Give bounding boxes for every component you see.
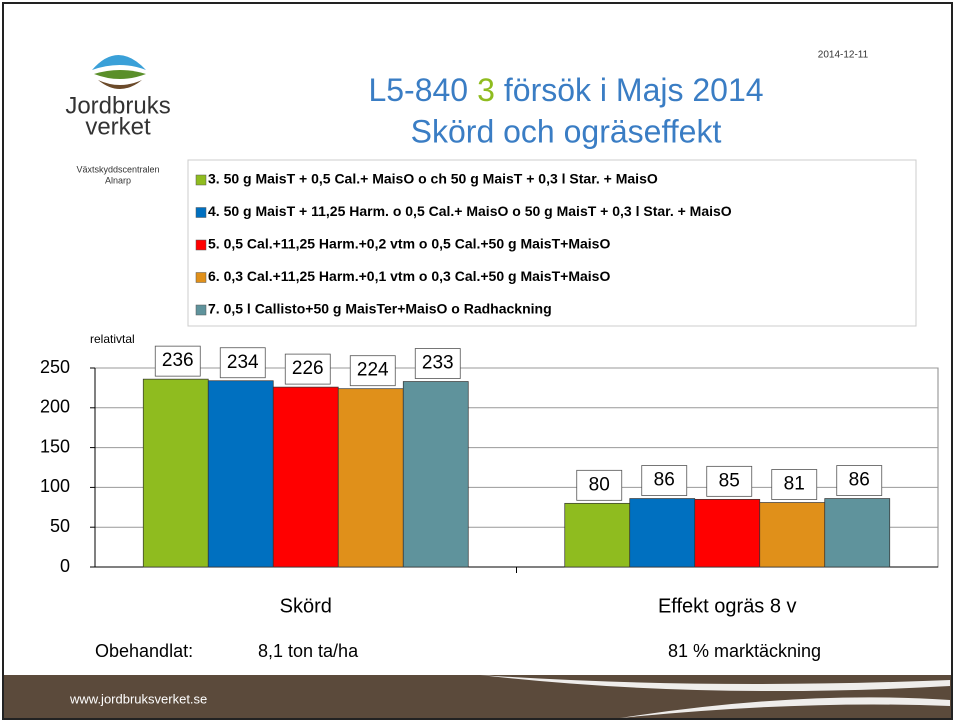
value-label: 236 bbox=[162, 350, 194, 371]
value-label: 224 bbox=[357, 360, 389, 381]
title-part: L5-840 bbox=[368, 72, 468, 108]
value-label: 233 bbox=[422, 353, 454, 374]
bar bbox=[760, 503, 825, 567]
legend-swatch bbox=[196, 208, 206, 218]
date: 2014-12-11 bbox=[818, 50, 869, 61]
y-tick-label: 200 bbox=[40, 397, 70, 417]
footer-url: www.jordbruksverket.se bbox=[69, 691, 207, 706]
value-label: 81 bbox=[784, 474, 805, 495]
x-tick-label: Effekt ogräs 8 v bbox=[658, 595, 797, 617]
logo-text: verket bbox=[85, 113, 151, 140]
x-tick-label: Skörd bbox=[280, 595, 332, 617]
legend-label: 4. 50 g MaisT + 11,25 Harm. o 0,5 Cal.+ … bbox=[208, 203, 732, 219]
y-tick-label: 0 bbox=[60, 556, 70, 576]
bar bbox=[143, 379, 208, 567]
value-label: 85 bbox=[719, 470, 740, 491]
value-label: 86 bbox=[849, 470, 870, 491]
note: 81 % marktäckning bbox=[668, 641, 821, 661]
legend-swatch bbox=[196, 273, 206, 283]
bar bbox=[273, 387, 338, 567]
org-text: Växtskyddscentralen bbox=[76, 164, 159, 174]
note-label: Obehandlat: bbox=[95, 641, 193, 661]
bar bbox=[565, 503, 630, 567]
y-tick-label: 250 bbox=[40, 357, 70, 377]
bar bbox=[403, 382, 468, 567]
title-part: försök i Majs 2014 bbox=[504, 72, 764, 108]
legend-swatch bbox=[196, 240, 206, 250]
legend-swatch bbox=[196, 175, 206, 185]
bar bbox=[695, 499, 760, 567]
bar bbox=[825, 499, 890, 567]
value-label: 86 bbox=[654, 470, 675, 491]
bar bbox=[208, 381, 273, 567]
y-tick-label: 150 bbox=[40, 436, 70, 456]
note: 8,1 ton ta/ha bbox=[258, 641, 359, 661]
y-axis-label: relativtal bbox=[90, 332, 135, 346]
title-part: 3 bbox=[477, 72, 495, 108]
legend-label: 7. 0,5 l Callisto+50 g MaisTer+MaisO o R… bbox=[208, 301, 552, 317]
legend-label: 6. 0,3 Cal.+11,25 Harm.+0,1 vtm o 0,3 Ca… bbox=[208, 268, 610, 284]
chart-subtitle: Skörd och ogräseffekt bbox=[411, 113, 722, 149]
y-tick-label: 100 bbox=[40, 476, 70, 496]
legend-swatch bbox=[196, 305, 206, 315]
slide: Jordbruks verket Växtskyddscentralen Aln… bbox=[0, 0, 955, 722]
org-text: Alnarp bbox=[105, 175, 131, 185]
y-tick-label: 50 bbox=[50, 516, 70, 536]
value-label: 234 bbox=[227, 352, 259, 373]
bar bbox=[630, 499, 695, 567]
legend-label: 3. 50 g MaisT + 0,5 Cal.+ MaisO o ch 50 … bbox=[208, 171, 658, 187]
bar bbox=[338, 389, 403, 567]
value-label: 80 bbox=[589, 474, 610, 495]
legend-label: 5. 0,5 Cal.+11,25 Harm.+0,2 vtm o 0,5 Ca… bbox=[208, 236, 610, 252]
value-label: 226 bbox=[292, 358, 324, 379]
